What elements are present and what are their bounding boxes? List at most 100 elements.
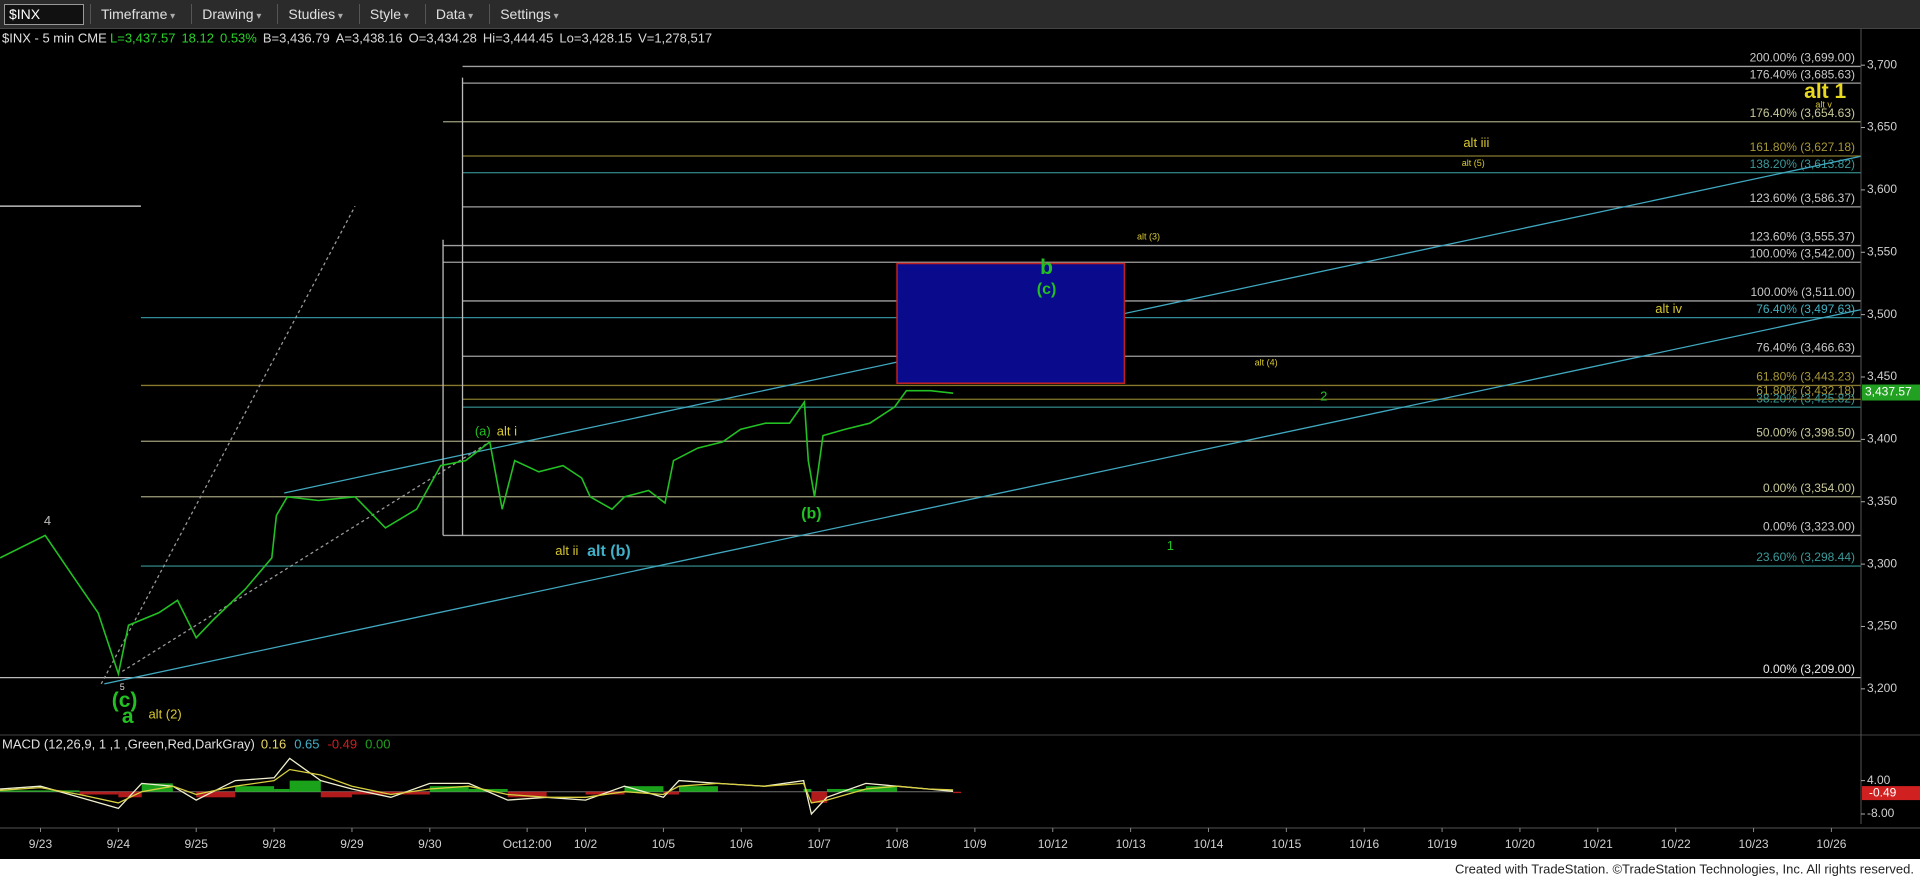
macd-hist-bar (196, 791, 236, 798)
macd-hist-bar (79, 791, 119, 795)
x-tick-label: 10/14 (1193, 837, 1223, 851)
header-value: L=3,437.57 (110, 30, 175, 45)
x-tick-label: 10/15 (1271, 837, 1301, 851)
x-tick-label: 10/26 (1816, 837, 1846, 851)
chart-title: $INX - 5 min CME (2, 30, 107, 45)
fib-label: 100.00% (3,511.00) (1750, 285, 1855, 299)
wave-label: alt (2) (148, 706, 181, 721)
x-tick-label: 10/2 (574, 837, 598, 851)
fib-label: 61.80% (3,443.23) (1756, 370, 1855, 384)
trendline (104, 309, 1862, 685)
x-tick-label: 10/21 (1583, 837, 1613, 851)
macd-last-tag (1862, 786, 1920, 801)
x-tick-label: 10/5 (652, 837, 676, 851)
footer-text: Created with TradeStation. ©TradeStation… (1455, 861, 1914, 876)
y-tick-label: 3,600 (1867, 182, 1897, 196)
wave-label: (c) (1037, 281, 1057, 298)
macd-legend-value: -0.49 (328, 736, 358, 751)
x-tick-label: 10/22 (1661, 837, 1691, 851)
wave-label: b (1040, 256, 1053, 279)
macd-line (0, 768, 954, 804)
wave-label: alt (3) (1137, 232, 1160, 242)
wave-label: alt i (497, 423, 517, 438)
toolbar: $INX Timeframe Drawing StudiesStyleData Set… (0, 0, 1920, 29)
macd-hist-bar (803, 788, 812, 792)
fib-label: 138.20% (3,613.82) (1750, 157, 1855, 171)
fib-label: 50.00% (3,398.50) (1756, 425, 1855, 439)
wave-label: (a) (475, 423, 491, 438)
header-value: 18.12 (181, 30, 214, 45)
x-tick-label: 9/28 (262, 837, 286, 851)
toolbar-button[interactable]: Data (424, 4, 483, 24)
x-tick-label: 10/13 (1116, 837, 1146, 851)
macd-last-label: -0.49 (1869, 785, 1897, 799)
target-box (896, 262, 1126, 384)
price-axis (1861, 29, 1920, 824)
fib-label: 0.00% (3,354.00) (1763, 481, 1855, 495)
macd-hist-bar (811, 791, 827, 803)
fib-label: 123.60% (3,586.37) (1750, 191, 1855, 205)
price-line (0, 389, 954, 677)
fib-label: 76.40% (3,497.63) (1756, 302, 1855, 316)
toolbar-button[interactable]: Studies (277, 4, 353, 24)
y-tick-label: 3,400 (1867, 432, 1897, 446)
x-tick-label: 10/23 (1739, 837, 1769, 851)
wave-label: (c) (112, 689, 138, 712)
fib-label: 161.80% (3,627.18) (1750, 140, 1855, 154)
macd-hist-bar (320, 791, 352, 798)
wave-label: 5 (120, 682, 125, 692)
wave-label: alt (5) (1462, 158, 1485, 168)
y-tick-label: 3,700 (1867, 57, 1897, 71)
x-tick-label: 10/8 (885, 837, 909, 851)
header-value: O=3,434.28 (409, 30, 477, 45)
macd-hist-bar (141, 783, 173, 792)
y-tick-label: 3,350 (1867, 494, 1897, 508)
toolbar-button[interactable]: Style (358, 4, 419, 24)
y-tick-label: 3,550 (1867, 244, 1897, 258)
macd-hist-bar (678, 786, 718, 792)
wave-label: alt (4) (1255, 358, 1278, 368)
x-tick-label: 9/30 (418, 837, 442, 851)
wave-label: alt ii (555, 543, 578, 558)
toolbar-button[interactable]: Drawing (191, 4, 271, 24)
trendline (100, 205, 356, 685)
x-tick-label: 9/29 (340, 837, 364, 851)
macd-line (0, 757, 954, 816)
fib-label: 176.40% (3,685.63) (1750, 67, 1855, 81)
macd-hist-bar (429, 786, 469, 792)
macd-title: MACD (12,26,9, 1 ,1 ,Green,Red,DarkGray) (2, 736, 255, 751)
fib-label: 61.80% (3,432.18) (1756, 383, 1855, 397)
wave-label: alt 1 (1804, 80, 1846, 103)
fib-label: 23.60% (3,298.44) (1756, 550, 1855, 564)
macd-legend-value: 0.16 (261, 736, 286, 751)
wave-label: a (122, 705, 134, 728)
x-tick-label: 10/9 (963, 837, 987, 851)
toolbar-button[interactable]: Settings (489, 4, 568, 24)
macd-hist-bar (289, 780, 321, 792)
x-tick-label: 9/24 (107, 837, 131, 851)
wave-label: alt iii (1463, 135, 1489, 150)
toolbar-button[interactable]: Timeframe (90, 4, 185, 24)
header-value: Lo=3,428.15 (559, 30, 632, 45)
x-tick-label: Oct12:00 (503, 837, 552, 851)
wave-label: 2 (1320, 388, 1327, 403)
macd-hist-bar (274, 788, 290, 792)
macd-hist-bar (507, 791, 547, 798)
last-price-label: 3,437.57 (1865, 385, 1912, 399)
macd-hist-bar (118, 791, 142, 798)
fib-label: 176.40% (3,654.63) (1750, 106, 1855, 120)
y-tick-label: 3,650 (1867, 120, 1897, 134)
wave-label: alt iv (1655, 301, 1682, 316)
wave-label: alt v (1815, 99, 1832, 109)
fib-label: 200.00% (3,699.00) (1750, 51, 1855, 65)
x-tick-label: 10/19 (1427, 837, 1457, 851)
macd-legend-value: 0.00 (365, 736, 390, 751)
last-price-tag (1862, 384, 1920, 401)
wave-label: alt (b) (587, 543, 631, 560)
fib-label: 76.40% (3,466.63) (1756, 340, 1855, 354)
symbol-box[interactable]: $INX (4, 3, 84, 25)
macd-hist-bar (953, 791, 962, 794)
y-tick-label: 3,300 (1867, 556, 1897, 570)
